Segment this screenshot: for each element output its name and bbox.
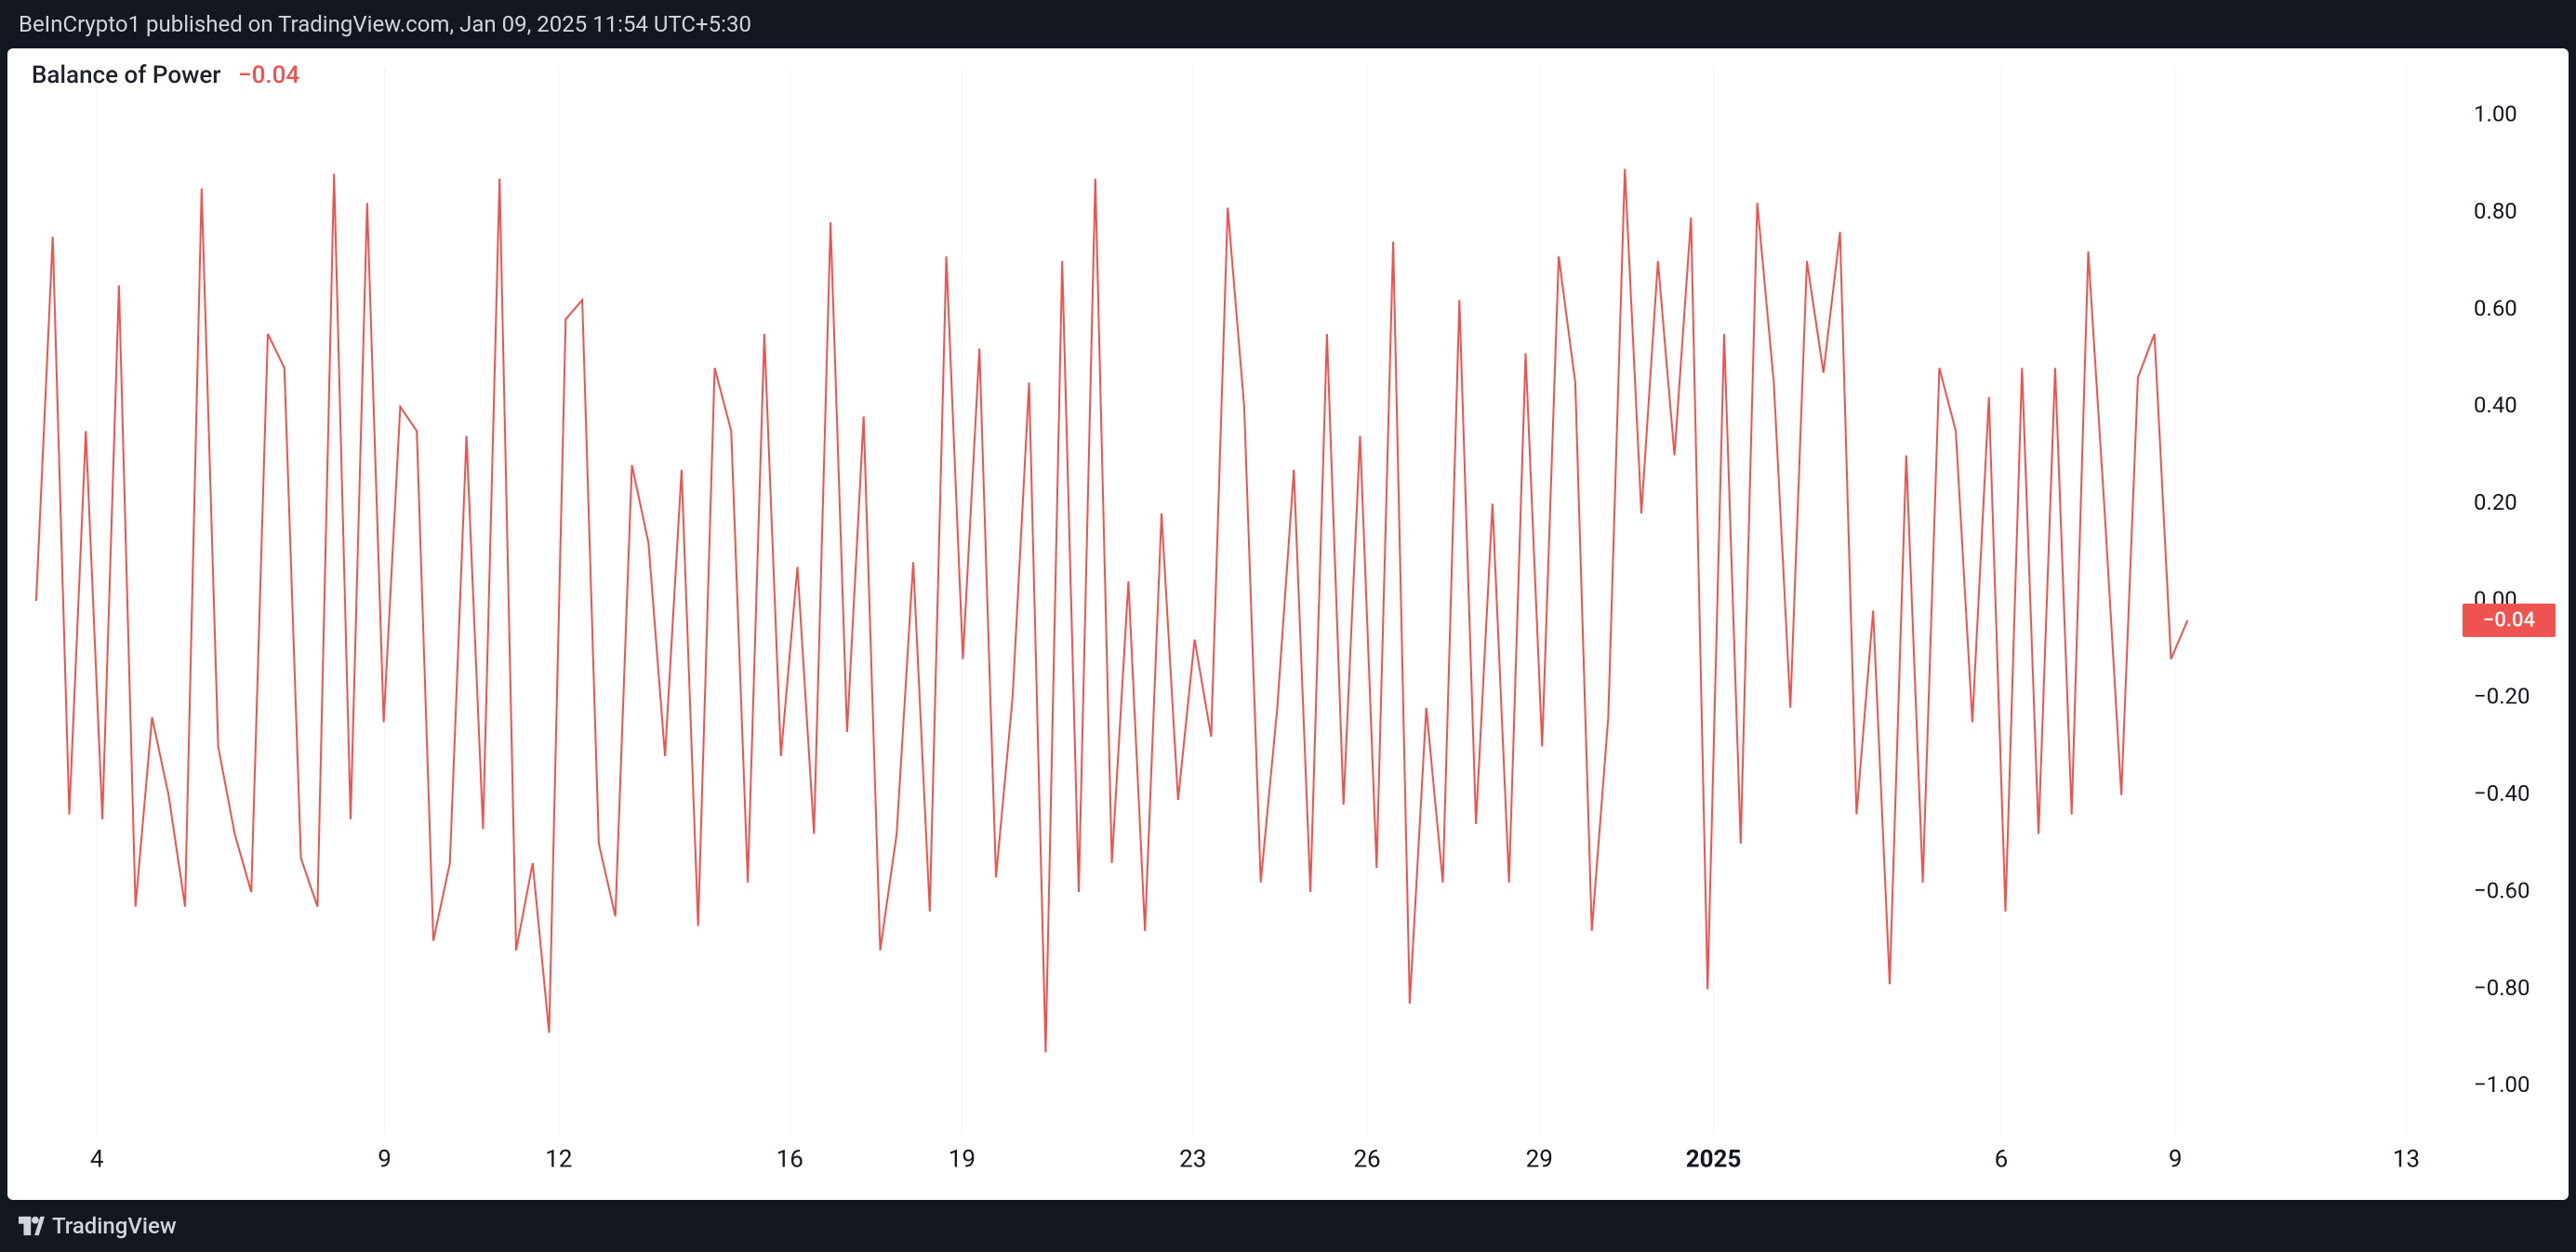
x-tick-label: 9 — [2169, 1145, 2183, 1173]
indicator-value: −0.04 — [238, 61, 299, 89]
chart-panel[interactable]: Balance of Power −0.04 1.00 0.80 0.60 0.40 0… — [7, 48, 2569, 1200]
indicator-label: Balance of Power −0.04 — [32, 61, 299, 89]
y-tick-label: 0.60 — [2474, 295, 2517, 321]
footer-bar: TradingView — [0, 1200, 2576, 1252]
chart-svg[interactable]: 1.00 0.80 0.60 0.40 0.20 −0.20 −0.40 −0.60 −0.80… — [7, 48, 2569, 1200]
x-tick-label: 13 — [2393, 1145, 2420, 1173]
x-tick-label: 12 — [545, 1145, 572, 1173]
x-tick-label: 26 — [1353, 1145, 1380, 1173]
y-tick-label: −0.80 — [2474, 975, 2530, 1001]
y-tick-label: 0.20 — [2474, 489, 2517, 515]
indicator-name: Balance of Power — [32, 61, 221, 89]
header-attribution: BeInCrypto1 published on TradingView.com… — [0, 0, 2576, 48]
y-tick-label: −0.40 — [2474, 780, 2530, 806]
x-tick-label: 9 — [378, 1145, 392, 1173]
attribution-text: BeInCrypto1 published on TradingView.com… — [19, 11, 751, 37]
y-tick-label: −0.60 — [2474, 877, 2530, 903]
x-tick-label: 29 — [1526, 1145, 1553, 1173]
x-tick-label: 4 — [90, 1145, 104, 1173]
current-value-badge-text: −0.04 — [2483, 609, 2535, 633]
x-tick-label: 6 — [1995, 1145, 2009, 1173]
footer-brand-text: TradingView — [52, 1213, 177, 1239]
x-tick-label: 19 — [949, 1145, 976, 1173]
x-tick-label: 2025 — [1686, 1145, 1742, 1173]
tradingview-logo: TradingView — [19, 1213, 177, 1239]
y-tick-label: 1.00 — [2474, 101, 2517, 127]
x-tick-label: 23 — [1179, 1145, 1206, 1173]
y-tick-label: −1.00 — [2474, 1072, 2530, 1098]
y-tick-label: −0.20 — [2474, 684, 2530, 710]
tradingview-icon — [19, 1213, 45, 1239]
bop-series-line — [36, 169, 2187, 1053]
x-tick-label: 16 — [777, 1145, 803, 1173]
y-tick-label: 0.80 — [2474, 198, 2517, 224]
y-tick-label: 0.40 — [2474, 393, 2517, 419]
